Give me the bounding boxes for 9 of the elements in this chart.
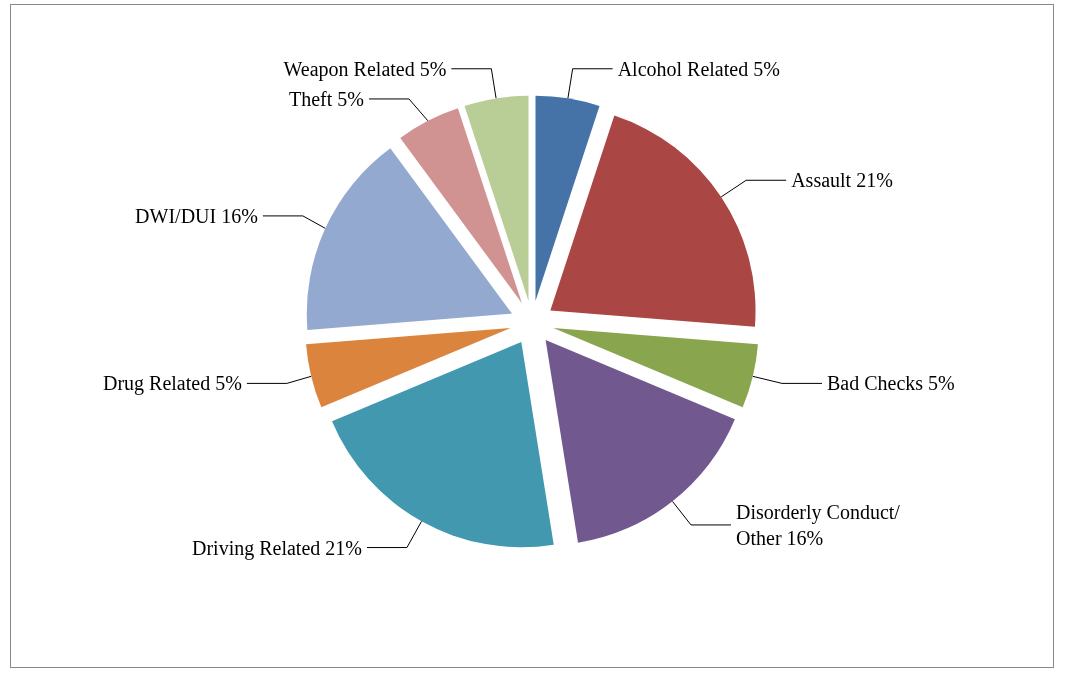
slice-label: Weapon Related 5% (283, 57, 447, 81)
slice-label: Alcohol Related 5% (617, 57, 780, 80)
slice-label: Drug Related 5% (102, 372, 242, 396)
slice-label: Bad Checks 5% (826, 372, 955, 395)
slice-label: Assault 21% (791, 169, 893, 192)
slice-label: DWI/DUI 16% (135, 204, 258, 227)
slice-label: Theft 5% (288, 87, 364, 110)
slice-label: Disorderly Conduct/Other 16% (736, 500, 901, 549)
slice-label: Driving Related 21% (191, 536, 362, 560)
